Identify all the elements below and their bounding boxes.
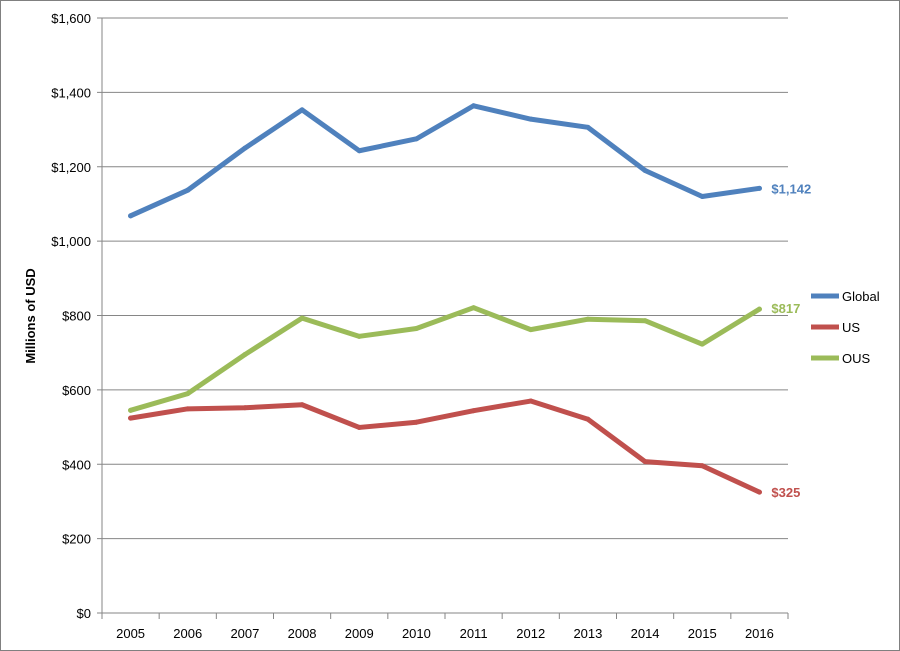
legend-label: Global [842,289,880,304]
data-point [185,391,191,397]
data-point [413,326,419,332]
data-point [642,167,648,173]
data-point [356,148,362,154]
y-tick-label: $800 [62,309,91,324]
gridlines [102,17,788,540]
x-tick-label: 2016 [745,626,774,641]
data-point [128,407,134,413]
y-tick-label: $1,200 [51,160,91,175]
data-point [756,489,762,495]
y-tick-label: $0 [77,606,91,621]
end-value-label: $325 [771,485,800,500]
data-point [242,352,248,358]
data-point [585,316,591,322]
legend-item-ous: OUS [811,351,871,366]
series-lines [128,103,762,495]
data-point [185,406,191,412]
data-point [756,306,762,312]
legend-label: US [842,320,860,335]
data-point [471,305,477,311]
end-value-labels: $1,142 $325 $817 [771,181,811,500]
data-point [642,459,648,465]
data-point [585,124,591,130]
x-tick-label: 2014 [631,626,660,641]
x-tick-label: 2006 [173,626,202,641]
data-point [699,194,705,199]
x-tick-label: 2009 [345,626,374,641]
x-tick-label: 2013 [573,626,602,641]
y-axis-title: Millions of USD [23,268,38,363]
series-global [128,103,762,219]
y-tick-label: $200 [62,532,91,547]
x-tick-label: 2008 [288,626,317,641]
legend: Global US OUS [811,289,880,366]
series-ous [128,305,762,413]
data-point [471,103,477,109]
legend-item-us: US [811,320,860,335]
data-point [185,187,191,193]
data-point [699,341,705,347]
x-tick-label: 2010 [402,626,431,641]
data-point [642,318,648,324]
data-point [242,405,248,411]
x-tick-label: 2015 [688,626,717,641]
x-tick-labels: 2005 2006 2007 2008 2009 2010 2011 2012 2013 2014… [101,613,789,641]
data-point [299,315,305,321]
end-value-label: $817 [771,301,800,316]
data-point [413,136,419,142]
y-tick-label: $1,000 [51,234,91,249]
data-point [299,402,305,408]
series-line [128,103,762,219]
x-tick-label: 2012 [516,626,545,641]
data-point [242,145,248,151]
end-value-label: $1,142 [771,181,811,196]
data-point [471,408,477,414]
x-tick-label: 2007 [230,626,259,641]
data-point [528,398,534,404]
data-point [128,213,134,219]
x-tick-label: 2011 [460,626,488,641]
y-tick-labels: $0 $200 $400 $600 $800 $1,000 $1,200 $1,400 $1,6… [51,11,102,621]
series-us [128,398,762,495]
x-tick-label: 2005 [116,626,145,641]
series-line [128,398,762,495]
data-point [413,419,419,425]
data-point [356,424,362,430]
series-line [128,305,762,413]
data-point [528,327,534,333]
y-tick-label: $1,400 [51,85,91,100]
data-point [528,116,534,122]
y-tick-label: $400 [62,457,91,472]
data-point [299,107,305,113]
data-point [756,185,762,191]
data-point [356,333,362,339]
y-tick-label: $1,600 [51,11,91,26]
data-point [699,463,705,469]
data-point [585,416,591,422]
legend-item-global: Global [811,289,880,304]
y-tick-label: $600 [62,383,91,398]
data-point [128,415,134,421]
legend-label: OUS [842,351,871,366]
